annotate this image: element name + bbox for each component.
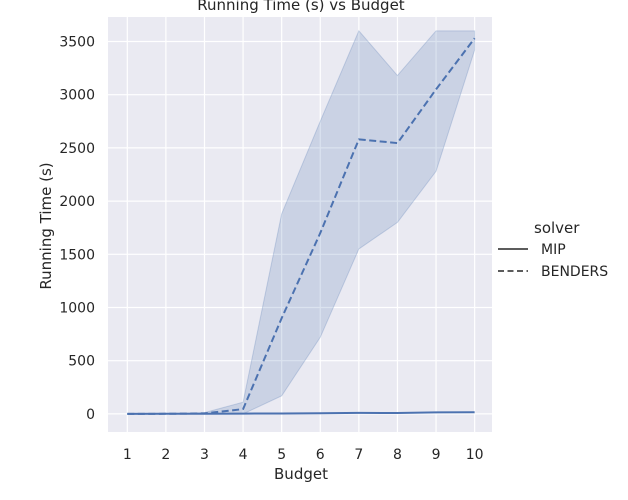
y-tick-label: 1000 xyxy=(59,301,95,317)
x-tick-labels: 1 2 3 4 5 6 7 8 9 10 xyxy=(123,447,484,463)
y-tick-label: 3000 xyxy=(59,88,95,104)
legend-label-mip: MIP xyxy=(541,242,566,258)
x-tick-label: 5 xyxy=(277,447,286,463)
y-tick-label: 500 xyxy=(68,354,95,370)
chart-title: Running Time (s) vs Budget xyxy=(197,0,405,14)
y-tick-label: 2000 xyxy=(59,194,95,210)
x-tick-label: 10 xyxy=(466,447,484,463)
legend: solver MIP BENDERS xyxy=(498,219,608,280)
confidence-band-benders xyxy=(127,29,476,415)
x-tick-label: 1 xyxy=(123,447,132,463)
legend-label-benders: BENDERS xyxy=(541,264,608,280)
x-tick-label: 8 xyxy=(393,447,402,463)
y-tick-labels: 0 500 1000 1500 2000 2500 3000 3500 xyxy=(59,34,95,422)
x-tick-label: 3 xyxy=(200,447,209,463)
x-tick-label: 7 xyxy=(354,447,363,463)
y-axis-title: Running Time (s) xyxy=(37,162,55,289)
x-tick-label: 2 xyxy=(161,447,170,463)
x-tick-label: 6 xyxy=(316,447,325,463)
y-tick-label: 2500 xyxy=(59,141,95,157)
y-tick-label: 1500 xyxy=(59,247,95,263)
y-tick-label: 0 xyxy=(86,407,95,423)
series-lines xyxy=(127,37,476,415)
legend-title: solver xyxy=(534,219,580,237)
x-tick-label: 4 xyxy=(239,447,248,463)
plot-background xyxy=(108,17,492,432)
confidence-bands xyxy=(127,29,476,415)
x-axis-title: Budget xyxy=(274,465,328,483)
y-tick-label: 3500 xyxy=(59,34,95,50)
x-tick-label: 9 xyxy=(432,447,441,463)
series-line-benders xyxy=(127,37,476,415)
